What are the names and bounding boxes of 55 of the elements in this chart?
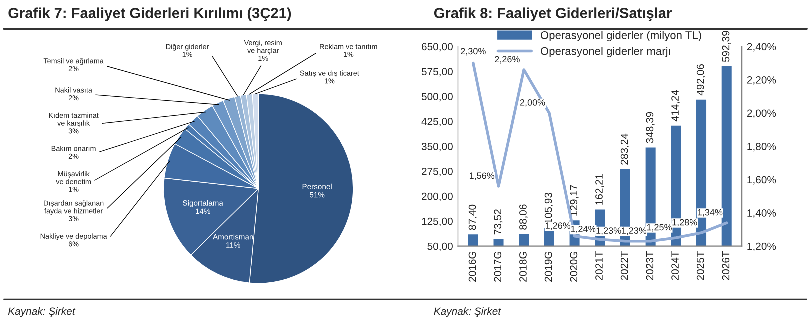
- y2-tick-label: 1,60%: [748, 176, 776, 185]
- data-label: 88,06: [520, 204, 528, 230]
- x-tick-label: 2017G: [494, 252, 502, 282]
- y2-tick-label: 1,80%: [748, 143, 776, 152]
- y-tick-label: 650,00: [422, 43, 453, 52]
- x-tick-label: 2018G: [520, 252, 527, 282]
- x-tick-label: 2024T: [672, 251, 679, 280]
- data-label: 73,52: [494, 210, 503, 235]
- data-label: 129,17: [570, 185, 579, 216]
- data-label: 592,39: [722, 31, 731, 62]
- y-tick-label: 350,00: [422, 143, 453, 152]
- data-label: 348,39: [646, 112, 655, 144]
- data-label: 105,93: [544, 192, 554, 224]
- legend-label: Operasyonel giderler marjı: [540, 47, 670, 58]
- data-label: 2,26%: [495, 56, 520, 64]
- y-tick-label: 500,00: [422, 93, 453, 102]
- x-tick-label: 2020G: [570, 252, 578, 282]
- data-label: 162,21: [596, 174, 604, 205]
- y2-tick-label: 1,40%: [748, 210, 776, 218]
- y-tick-label: 200,00: [422, 192, 453, 202]
- data-label: 2,30%: [461, 48, 486, 56]
- y-tick-label: 125,00: [422, 218, 453, 226]
- data-label: 414,24: [672, 90, 680, 122]
- data-label: 1,24%: [571, 226, 596, 234]
- data-label: 1,25%: [647, 224, 672, 232]
- data-label: 1,23%: [596, 228, 622, 236]
- y2-tick-label: 2,20%: [747, 76, 776, 86]
- x-tick-label: 2022T: [620, 251, 628, 280]
- data-label: 1,28%: [672, 219, 698, 227]
- y-tick-label: 575,00: [422, 68, 453, 77]
- data-label: 2,00%: [520, 100, 546, 107]
- x-tick-label: 2016G: [468, 252, 476, 282]
- x-tick-label: 2025T: [696, 251, 704, 280]
- data-label: 1,56%: [470, 172, 495, 180]
- chart-title: Grafik 7: Faaliyet Giderleri Kırılımı (3Ç21): [8, 8, 292, 22]
- y2-tick-label: 2,40%: [747, 43, 776, 52]
- y-tick-label: 275,00: [422, 168, 453, 177]
- data-label: 87,40: [468, 204, 478, 230]
- y2-tick-label: 2,00%: [747, 110, 776, 118]
- y2-tick-label: 1,20%: [748, 242, 776, 252]
- x-tick-label: 2019G: [544, 252, 552, 282]
- chart-title: Grafik 8: Faaliyet Giderleri/Satışlar: [434, 8, 672, 22]
- x-tick-label: 2026T: [722, 251, 730, 280]
- x-tick-label: 2021T: [596, 251, 603, 280]
- data-label: 1,23%: [622, 228, 647, 236]
- text: Kaynak: Şirket: [434, 307, 502, 318]
- data-label: 1,34%: [698, 209, 723, 217]
- y-tick-label: 50,00: [428, 242, 453, 252]
- data-label: 492,06: [696, 64, 706, 96]
- text: Kaynak: Şirket: [8, 307, 76, 318]
- y-tick-label: 425,00: [422, 118, 453, 127]
- x-tick-label: 2023T: [646, 251, 654, 280]
- data-label: 1,26%: [546, 222, 571, 230]
- data-label: 283,24: [620, 134, 630, 165]
- legend-label: Operasyonel giderler (milyon TL): [540, 31, 702, 42]
